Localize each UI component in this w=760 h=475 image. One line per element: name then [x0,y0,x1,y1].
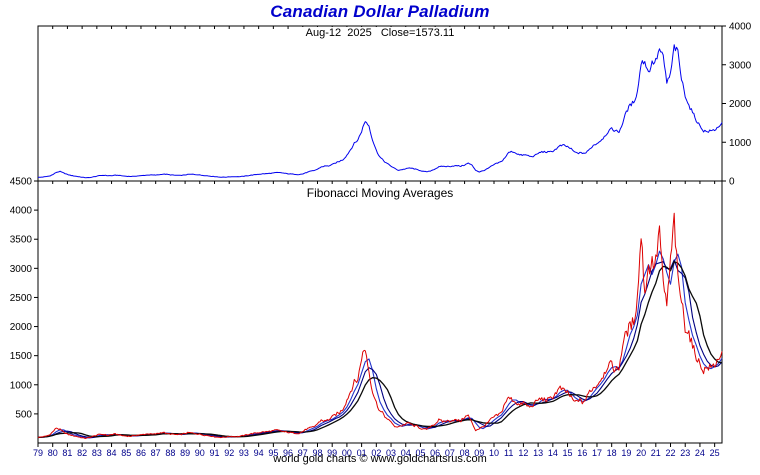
left-axis-label: 1000 [10,380,33,391]
x-axis-year-label: 99 [327,448,337,458]
x-axis-year-label: 20 [636,448,646,458]
left-axis-label: 4000 [10,206,33,217]
x-axis-year-label: 05 [415,448,425,458]
right-axis-label: 4000 [729,22,752,33]
x-axis-year-label: 92 [224,448,234,458]
left-axis-label: 500 [15,409,32,420]
right-axis-label: 0 [729,177,735,188]
x-axis-year-label: 79 [33,448,43,458]
left-axis-label: 2000 [10,322,33,333]
x-axis-year-label: 81 [62,448,72,458]
x-axis-year-label: 85 [121,448,131,458]
x-axis-year-label: 12 [518,448,528,458]
top-panel-frame [37,25,723,182]
right-axis-label: 2000 [729,99,752,110]
x-axis-year-label: 98 [312,448,322,458]
ma-line-8 [37,261,723,439]
x-axis-year-label: 93 [239,448,249,458]
x-axis-year-label: 06 [430,448,440,458]
chart-footer: world gold charts © www.goldchartsrus.co… [273,453,487,465]
chart-subtitle: Aug-12 2025 Close=1573.11 [0,27,760,39]
x-axis-year-label: 90 [195,448,205,458]
x-axis-year-label: 82 [77,448,87,458]
x-axis-year-label: 87 [151,448,161,458]
x-axis-year-label: 94 [254,448,264,458]
bottom-panel-title-text: Fibonacci Moving Averages [300,186,460,200]
x-axis-year-label: 86 [136,448,146,458]
left-axis-label: 4500 [10,177,33,188]
x-axis-year-label: 19 [621,448,631,458]
chart-title: Canadian Dollar Palladium [270,2,490,21]
x-axis-year-label: 04 [401,448,411,458]
bottom-panel-frame [37,180,723,444]
x-axis-year-label: 02 [371,448,381,458]
ma-line-3 [37,250,723,439]
x-axis-year-label: 01 [357,448,367,458]
x-axis-year-label: 08 [460,448,470,458]
bottom-panel-title: Fibonacci Moving Averages [0,186,760,200]
x-axis-year-label: 11 [504,448,513,458]
x-axis-year-label: 07 [445,448,455,458]
price-line [37,212,723,439]
left-axis-label: 2500 [10,293,33,304]
right-axis-label: 3000 [729,60,752,71]
x-axis-year-label: 84 [107,448,117,458]
left-axis-label: 3500 [10,235,33,246]
x-axis-year-label: 23 [680,448,690,458]
x-axis-year-label: 97 [298,448,308,458]
x-axis-year-label: 10 [489,448,499,458]
x-axis-year-label: 09 [474,448,484,458]
left-axis-label: 3000 [10,264,33,275]
x-axis-year-label: 22 [666,448,676,458]
x-axis-year-label: 21 [651,448,661,458]
x-axis-year-label: 15 [563,448,573,458]
top-price-line [37,44,723,179]
left-axis-label: 1500 [10,351,33,362]
x-axis-year-label: 83 [92,448,102,458]
x-axis-year-label: 03 [386,448,396,458]
x-axis-year-label: 96 [283,448,293,458]
x-axis-year-label: 00 [342,448,352,458]
chart-subtitle-text: Aug-12 2025 Close=1573.11 [299,27,461,39]
x-axis-year-label: 25 [710,448,720,458]
x-axis-year-label: 80 [48,448,58,458]
right-axis-label: 1000 [729,138,752,149]
x-axis-year-label: 13 [533,448,543,458]
x-axis-year-label: 18 [607,448,617,458]
x-axis-year-label: 16 [577,448,587,458]
x-axis-year-label: 24 [695,448,705,458]
x-axis-year-label: 91 [210,448,220,458]
x-axis-year-label: 89 [180,448,190,458]
x-axis-year-label: 95 [268,448,278,458]
x-axis-year-label: 17 [592,448,602,458]
x-axis-year-label: 88 [165,448,175,458]
x-axis-year-label: 14 [548,448,558,458]
